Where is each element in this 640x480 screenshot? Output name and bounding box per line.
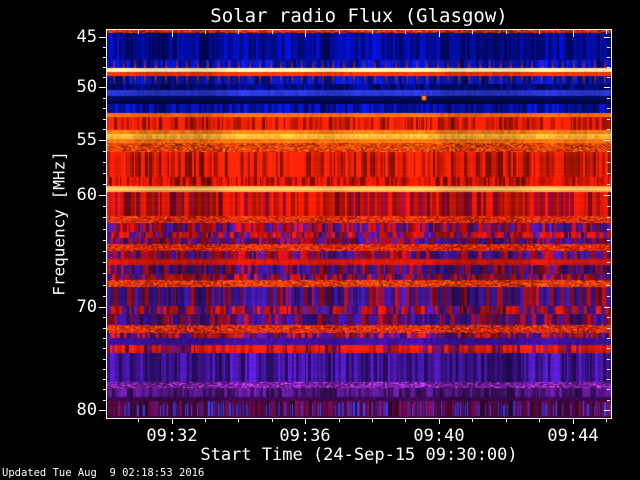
plot-frame: [106, 29, 612, 419]
tick-mark: [172, 419, 173, 424]
tick-mark: [539, 419, 540, 422]
tick-mark: [339, 419, 340, 422]
tick-mark: [472, 419, 473, 422]
tick-mark: [99, 307, 106, 308]
footer-updated-text: Updated Tue Aug 9 02:18:53 2016: [2, 467, 205, 479]
y-tick-label: 80: [76, 400, 97, 420]
y-tick-label: 45: [76, 27, 97, 47]
y-tick-label: 50: [76, 77, 97, 97]
chart-title: Solar radio Flux (Glasgow): [210, 5, 508, 27]
x-axis-label: Start Time (24-Sep-15 09:30:00): [200, 445, 518, 465]
x-tick-label: 09:32: [146, 426, 198, 446]
tick-mark: [272, 419, 273, 422]
tick-mark: [99, 410, 106, 411]
x-tick-label: 09:36: [279, 426, 331, 446]
tick-mark: [606, 419, 607, 422]
tick-mark: [405, 419, 406, 422]
tick-mark: [138, 419, 139, 422]
tick-mark: [372, 419, 373, 422]
spectrogram-canvas: [107, 30, 611, 418]
tick-mark: [205, 419, 206, 422]
tick-mark: [99, 37, 106, 38]
tick-mark: [238, 419, 239, 422]
x-tick-label: 09:40: [413, 426, 465, 446]
tick-mark: [573, 419, 574, 424]
tick-mark: [99, 195, 106, 196]
tick-mark: [506, 419, 507, 422]
x-tick-label: 09:44: [547, 426, 599, 446]
tick-mark: [99, 87, 106, 88]
tick-mark: [305, 419, 306, 424]
y-axis-label: Frequency [MHz]: [49, 151, 69, 296]
tick-mark: [439, 419, 440, 424]
tick-mark: [99, 140, 106, 141]
